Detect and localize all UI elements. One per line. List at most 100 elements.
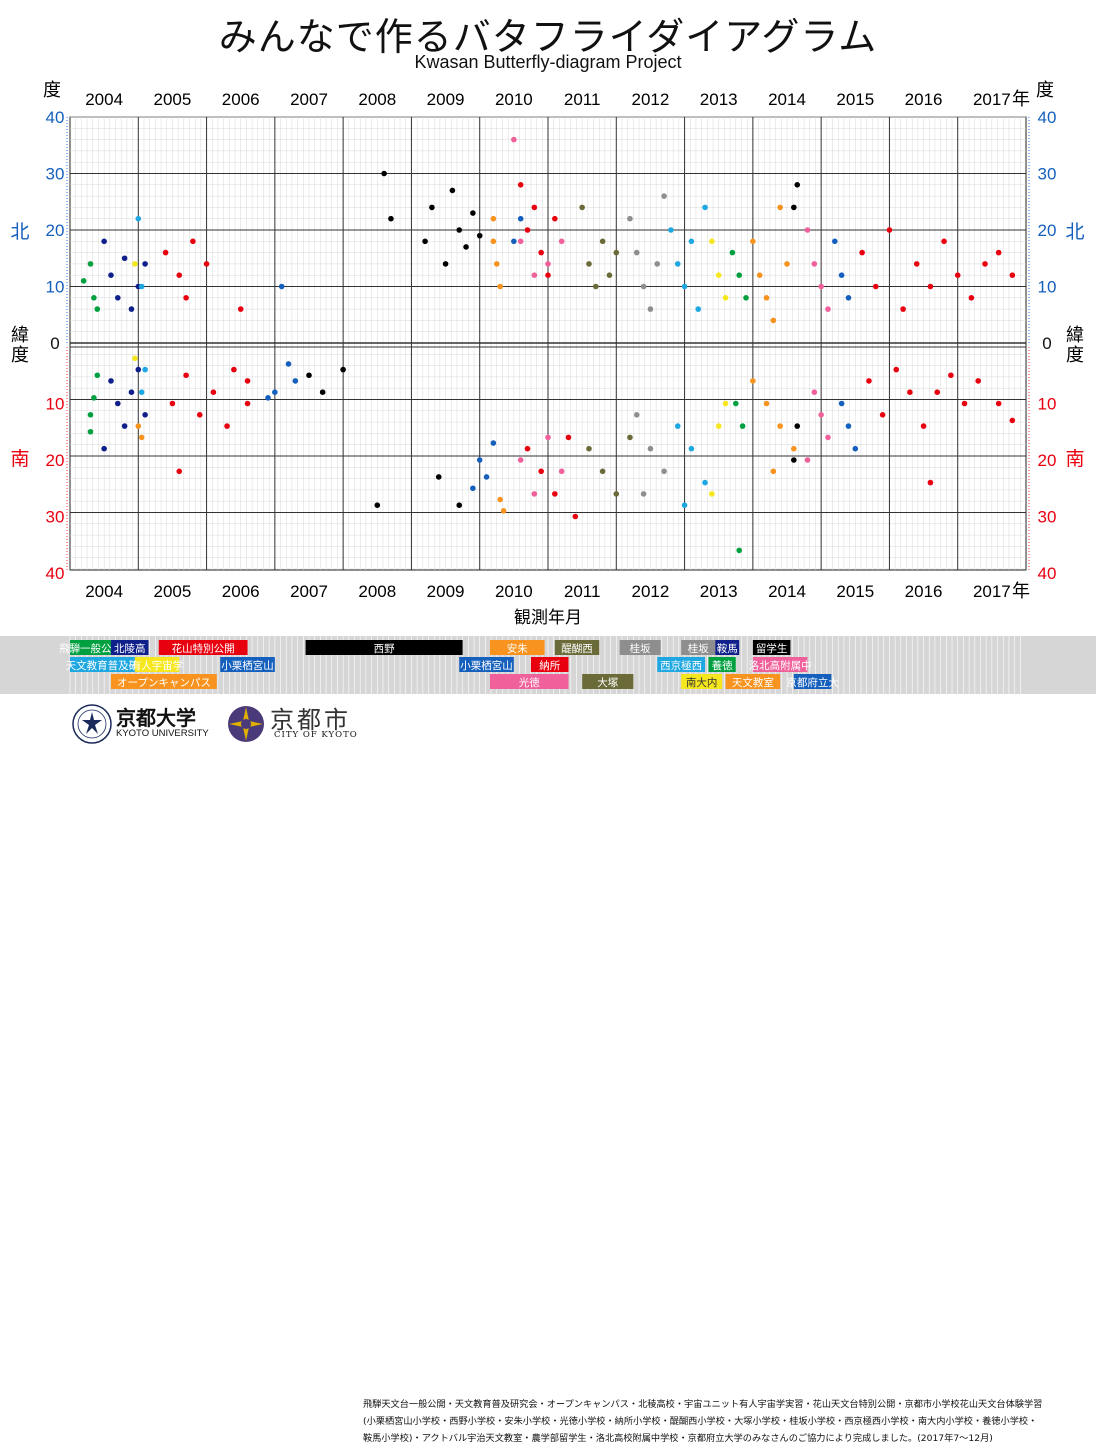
y-tick-label-right: 10: [1038, 278, 1057, 297]
butterfly-diagram-chart: 2004 2004 2005 2005 2006 2006 2007 2007 2008 2008…: [10, 80, 1084, 627]
data-point: [121, 423, 128, 429]
data-point: [794, 423, 801, 429]
x-tick-label-bottom: 2017: [973, 582, 1011, 601]
south-label-left: 南: [10, 448, 29, 470]
data-point: [558, 238, 565, 245]
data-point: [654, 261, 661, 267]
data-point: [794, 182, 801, 188]
data-point: [101, 238, 107, 245]
data-point: [982, 261, 988, 267]
data-point: [586, 445, 592, 452]
data-point: [142, 366, 148, 373]
data-point: [138, 283, 145, 290]
data-point: [811, 261, 818, 267]
data-point: [913, 261, 920, 267]
x-tick-label-top: 2005: [154, 90, 192, 109]
data-point: [791, 204, 797, 211]
x-tick-label-bottom: 2006: [222, 582, 260, 601]
data-point: [627, 434, 633, 441]
data-point: [524, 445, 531, 452]
data-point: [900, 306, 906, 312]
y-tick-label-left: 20: [46, 451, 65, 470]
data-point: [845, 423, 852, 429]
legend-label: 安朱: [507, 642, 528, 655]
data-point: [674, 423, 681, 429]
data-point: [804, 227, 811, 233]
data-point: [531, 204, 538, 211]
data-point: [80, 278, 87, 284]
x-tick-label-top: 2006: [222, 90, 260, 109]
data-point: [1009, 417, 1016, 424]
data-point: [517, 182, 524, 188]
kyoto-university-name-en: KYOTO UNIVERSITY: [116, 728, 209, 739]
data-point: [709, 238, 715, 245]
legend-label: 醍醐西: [561, 643, 593, 655]
data-point: [866, 378, 872, 384]
legend-swatch: [681, 640, 716, 655]
data-point: [545, 434, 551, 441]
data-point: [108, 378, 114, 384]
data-point: [142, 412, 148, 418]
data-point: [825, 306, 831, 312]
data-point: [237, 306, 244, 312]
data-point: [517, 215, 524, 222]
credits: 飛騨天文台一般公開・天文教育普及研究会・オープンキャンパス・北稜高校・宇宙ユニッ…: [363, 1396, 1093, 1447]
data-point: [128, 389, 135, 396]
data-point: [115, 400, 121, 407]
data-point: [681, 502, 688, 509]
data-point: [732, 400, 739, 407]
data-point: [927, 479, 934, 486]
data-point: [169, 400, 176, 407]
x-tick-label-bottom: 2012: [632, 582, 670, 601]
data-point: [490, 440, 497, 446]
x-tick-label-top: 2004: [85, 90, 123, 109]
page-subtitle: Kwasan Butterfly-diagram Project: [414, 52, 682, 72]
legend-label: 桂坂: [630, 642, 651, 655]
data-point: [736, 547, 742, 554]
data-point: [196, 412, 203, 418]
x-tick-label-top: 2014: [768, 90, 806, 109]
x-tick-label-top: 2011: [564, 90, 601, 109]
data-point: [606, 272, 613, 279]
y-tick-label-left: 30: [46, 165, 65, 184]
x-tick-label-bottom: 2011: [564, 582, 601, 601]
data-point: [429, 204, 435, 211]
data-point: [442, 261, 449, 267]
data-point: [224, 423, 230, 429]
data-point: [818, 283, 824, 290]
x-tick-label-top: 2007: [290, 90, 328, 109]
unit-top-right: 度: [1036, 80, 1054, 100]
year-unit-top: 年: [1012, 89, 1030, 109]
data-point: [886, 227, 893, 233]
data-point: [210, 389, 217, 396]
x-tick-label-top: 2017: [973, 90, 1011, 109]
data-point: [435, 474, 442, 480]
data-point: [613, 491, 620, 497]
data-point: [511, 238, 517, 245]
data-point: [668, 227, 674, 233]
x-tick-label-bottom: 2010: [495, 582, 533, 601]
legend-swatch: [554, 640, 600, 655]
data-point: [702, 479, 708, 486]
data-point: [825, 434, 831, 441]
legend-swatch: [305, 640, 463, 655]
data-point: [176, 272, 183, 279]
kyoto-university-seal-icon: [72, 704, 112, 744]
data-point: [907, 389, 913, 396]
legend-swatch: [110, 640, 149, 655]
data-point: [422, 238, 428, 245]
legend-swatch: [489, 674, 569, 689]
legend-label: 鞍馬: [717, 642, 738, 655]
data-point: [552, 215, 558, 222]
data-point: [743, 295, 749, 301]
data-point: [128, 306, 135, 312]
data-point: [763, 295, 770, 301]
data-point: [770, 468, 777, 475]
page-title: みんなで作るバタフライダイアグラム: [218, 15, 878, 59]
data-point: [162, 249, 169, 256]
y-tick-label-left: 10: [46, 278, 65, 297]
legend-swatch: [752, 640, 791, 655]
legend-label: 養徳: [712, 659, 733, 672]
data-point: [94, 306, 101, 312]
data-point: [456, 227, 463, 233]
